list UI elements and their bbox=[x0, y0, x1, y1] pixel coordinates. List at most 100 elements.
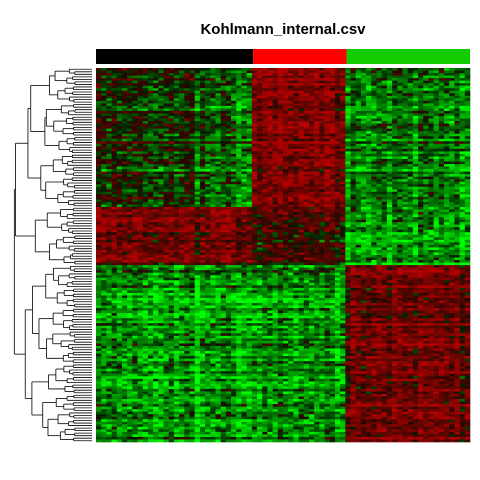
heatmap-cell bbox=[210, 148, 216, 152]
heatmap-cell bbox=[402, 224, 408, 228]
heatmap-cell bbox=[199, 110, 206, 114]
heatmap-cell bbox=[137, 75, 144, 79]
heatmap-cell bbox=[277, 194, 284, 198]
heatmap-cell bbox=[345, 191, 351, 195]
heatmap-cell bbox=[386, 158, 393, 162]
heatmap-cell bbox=[459, 95, 466, 99]
heatmap-cell bbox=[189, 116, 195, 119]
heatmap-cell bbox=[371, 199, 377, 203]
heatmap-cell bbox=[428, 153, 434, 157]
heatmap-cell bbox=[257, 136, 263, 140]
heatmap-cell bbox=[153, 171, 159, 175]
heatmap-cell bbox=[184, 169, 190, 172]
heatmap-cell bbox=[298, 206, 305, 210]
heatmap-cell bbox=[210, 118, 216, 122]
heatmap-cell bbox=[215, 164, 221, 167]
heatmap-cell bbox=[158, 98, 164, 102]
heatmap-cell bbox=[376, 100, 382, 104]
heatmap-cell bbox=[137, 184, 144, 188]
heatmap-cell bbox=[168, 88, 175, 92]
heatmap-cell bbox=[168, 116, 175, 119]
heatmap-cell bbox=[137, 164, 144, 167]
heatmap-cell bbox=[225, 166, 232, 170]
heatmap-cell bbox=[308, 212, 315, 215]
heatmap-cell bbox=[449, 118, 455, 122]
heatmap-cell bbox=[418, 73, 424, 76]
heatmap-cell bbox=[412, 121, 419, 124]
heatmap-cell bbox=[96, 133, 102, 137]
heatmap-cell bbox=[116, 133, 123, 137]
heatmap-cell bbox=[257, 138, 263, 142]
heatmap-cell bbox=[371, 206, 377, 210]
heatmap-cell bbox=[345, 118, 351, 122]
heatmap-cell bbox=[428, 121, 434, 124]
heatmap-cell bbox=[402, 217, 408, 220]
heatmap-cell bbox=[288, 128, 294, 132]
heatmap-cell bbox=[402, 110, 408, 114]
heatmap-cell bbox=[236, 70, 242, 74]
heatmap-cell bbox=[319, 88, 325, 92]
heatmap-cell bbox=[163, 194, 170, 198]
heatmap-cell bbox=[277, 103, 284, 107]
heatmap-cell bbox=[111, 123, 118, 127]
heatmap-cell bbox=[272, 141, 279, 145]
heatmap-cell bbox=[205, 68, 211, 71]
heatmap-cell bbox=[236, 169, 242, 172]
heatmap-cell bbox=[402, 199, 408, 203]
heatmap-cell bbox=[412, 143, 419, 147]
heatmap-cell bbox=[376, 171, 382, 175]
heatmap-cell bbox=[350, 68, 357, 71]
heatmap-cell bbox=[459, 153, 466, 157]
heatmap-cell bbox=[288, 133, 294, 137]
heatmap-cell bbox=[137, 212, 144, 215]
heatmap-cell bbox=[210, 123, 216, 127]
heatmap-cell bbox=[293, 103, 299, 107]
heatmap-cell bbox=[412, 83, 419, 86]
heatmap-cell bbox=[205, 98, 211, 102]
heatmap-cell bbox=[464, 88, 471, 92]
heatmap-cell bbox=[293, 88, 299, 92]
heatmap-cell bbox=[397, 161, 403, 165]
heatmap-cell bbox=[298, 70, 305, 74]
heatmap-cell bbox=[293, 181, 299, 185]
heatmap-cell bbox=[334, 108, 341, 112]
heatmap-cell bbox=[334, 131, 341, 135]
heatmap-cell bbox=[464, 83, 471, 86]
heatmap-cell bbox=[236, 95, 242, 99]
heatmap-cell bbox=[241, 98, 247, 102]
heatmap-cell bbox=[324, 189, 331, 193]
heatmap-cell bbox=[303, 174, 310, 177]
heatmap-cell bbox=[366, 219, 372, 223]
heatmap-cell bbox=[106, 189, 112, 193]
heatmap-cell bbox=[184, 171, 190, 175]
heatmap-cell bbox=[121, 189, 128, 193]
heatmap-cell bbox=[137, 148, 144, 152]
heatmap-cell bbox=[324, 121, 331, 124]
heatmap-cell bbox=[101, 166, 107, 170]
heatmap-cell bbox=[407, 85, 414, 89]
heatmap-cell bbox=[386, 126, 393, 129]
heatmap-cell bbox=[376, 105, 382, 109]
heatmap-cell bbox=[147, 126, 154, 129]
heatmap-cell bbox=[189, 131, 195, 135]
heatmap-cell bbox=[392, 70, 398, 74]
heatmap-cell bbox=[111, 224, 118, 228]
heatmap-cell bbox=[147, 83, 154, 86]
heatmap-cell bbox=[423, 118, 429, 122]
heatmap-cell bbox=[324, 204, 331, 208]
heatmap-cell bbox=[376, 126, 382, 129]
heatmap-cell bbox=[397, 153, 403, 157]
heatmap-cell bbox=[127, 118, 133, 122]
heatmap-cell bbox=[303, 146, 310, 150]
heatmap-cell bbox=[308, 83, 315, 86]
heatmap-cell bbox=[423, 85, 429, 89]
heatmap-cell bbox=[381, 98, 388, 102]
heatmap-cell bbox=[225, 164, 232, 167]
heatmap-cell bbox=[205, 80, 211, 84]
heatmap-cell bbox=[262, 181, 268, 185]
heatmap-cell bbox=[376, 201, 382, 205]
heatmap-cell bbox=[257, 181, 263, 185]
heatmap-cell bbox=[116, 128, 123, 132]
heatmap-cell bbox=[210, 133, 216, 137]
heatmap-cell bbox=[111, 105, 118, 109]
